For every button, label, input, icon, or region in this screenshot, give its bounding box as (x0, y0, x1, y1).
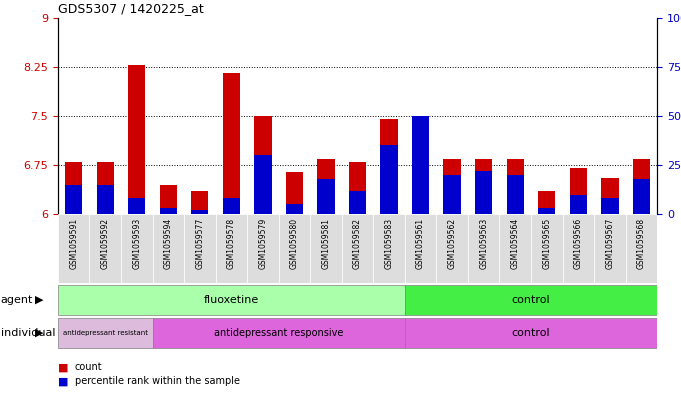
Bar (128, 198, 146, 214)
Text: ■: ■ (58, 362, 68, 373)
Text: percentile rank within the sample: percentile rank within the sample (75, 376, 240, 386)
Bar (191, 210, 208, 214)
Bar (468, 214, 499, 283)
Bar (223, 73, 240, 214)
Text: GSM1059564: GSM1059564 (511, 218, 520, 269)
Text: GSM1059594: GSM1059594 (163, 218, 173, 269)
Bar (58, 318, 153, 348)
Bar (254, 155, 272, 214)
Bar (373, 214, 405, 283)
Bar (569, 195, 587, 214)
Text: GSM1059568: GSM1059568 (637, 218, 646, 269)
Bar (65, 185, 82, 214)
Bar (507, 175, 524, 214)
Bar (594, 214, 626, 283)
Bar (65, 162, 82, 214)
Text: ▶: ▶ (35, 295, 44, 305)
Bar (191, 191, 208, 214)
Text: GSM1059581: GSM1059581 (321, 218, 330, 269)
Bar (443, 175, 461, 214)
Bar (97, 162, 114, 214)
Bar (121, 214, 153, 283)
Bar (601, 198, 618, 214)
Text: GSM1059593: GSM1059593 (132, 218, 141, 269)
Bar (58, 285, 405, 315)
Bar (342, 214, 373, 283)
Bar (475, 171, 492, 214)
Bar (569, 168, 587, 214)
Bar (159, 185, 177, 214)
Bar (286, 204, 303, 214)
Text: GSM1059561: GSM1059561 (416, 218, 425, 269)
Bar (381, 145, 398, 214)
Bar (97, 185, 114, 214)
Text: GSM1059580: GSM1059580 (290, 218, 299, 269)
Bar (286, 172, 303, 214)
Text: control: control (511, 328, 550, 338)
Text: control: control (511, 295, 550, 305)
Bar (89, 214, 121, 283)
Text: GSM1059592: GSM1059592 (101, 218, 110, 269)
Bar (538, 208, 556, 214)
Text: GSM1059565: GSM1059565 (542, 218, 552, 269)
Bar (633, 158, 650, 214)
Bar (601, 178, 618, 214)
Text: individual: individual (1, 328, 55, 338)
Text: GSM1059566: GSM1059566 (574, 218, 583, 269)
Bar (405, 214, 437, 283)
Bar (153, 214, 184, 283)
Bar (412, 116, 429, 214)
Bar (279, 214, 311, 283)
Bar (311, 214, 342, 283)
Text: GSM1059578: GSM1059578 (227, 218, 236, 269)
Bar (254, 116, 272, 214)
Text: GSM1059583: GSM1059583 (385, 218, 394, 269)
Bar (538, 191, 556, 214)
Text: GSM1059562: GSM1059562 (447, 218, 457, 269)
Text: GSM1059582: GSM1059582 (353, 218, 362, 269)
Bar (216, 214, 247, 283)
Text: antidepressant resistant: antidepressant resistant (63, 330, 148, 336)
Bar (349, 191, 366, 214)
Bar (507, 158, 524, 214)
Bar (412, 116, 429, 214)
Bar (626, 214, 657, 283)
Text: antidepressant responsive: antidepressant responsive (214, 328, 343, 338)
Bar (349, 162, 366, 214)
Bar (184, 214, 216, 283)
Text: ■: ■ (58, 376, 68, 386)
Bar (633, 179, 650, 214)
Bar (58, 214, 89, 283)
Text: GSM1059577: GSM1059577 (195, 218, 204, 269)
Bar (405, 285, 657, 315)
Text: GSM1059563: GSM1059563 (479, 218, 488, 269)
Bar (153, 318, 405, 348)
Text: agent: agent (1, 295, 33, 305)
Bar (247, 214, 279, 283)
Bar (437, 214, 468, 283)
Bar (223, 198, 240, 214)
Text: fluoxetine: fluoxetine (204, 295, 259, 305)
Text: GSM1059567: GSM1059567 (605, 218, 614, 269)
Bar (475, 158, 492, 214)
Text: GSM1059591: GSM1059591 (69, 218, 78, 269)
Text: GDS5307 / 1420225_at: GDS5307 / 1420225_at (58, 2, 204, 15)
Bar (443, 158, 461, 214)
Bar (159, 208, 177, 214)
Bar (317, 179, 334, 214)
Bar (563, 214, 594, 283)
Text: count: count (75, 362, 103, 373)
Bar (128, 65, 146, 214)
Bar (499, 214, 531, 283)
Bar (317, 158, 334, 214)
Bar (405, 318, 657, 348)
Text: GSM1059579: GSM1059579 (258, 218, 268, 269)
Text: ▶: ▶ (35, 328, 44, 338)
Bar (531, 214, 563, 283)
Bar (381, 119, 398, 214)
